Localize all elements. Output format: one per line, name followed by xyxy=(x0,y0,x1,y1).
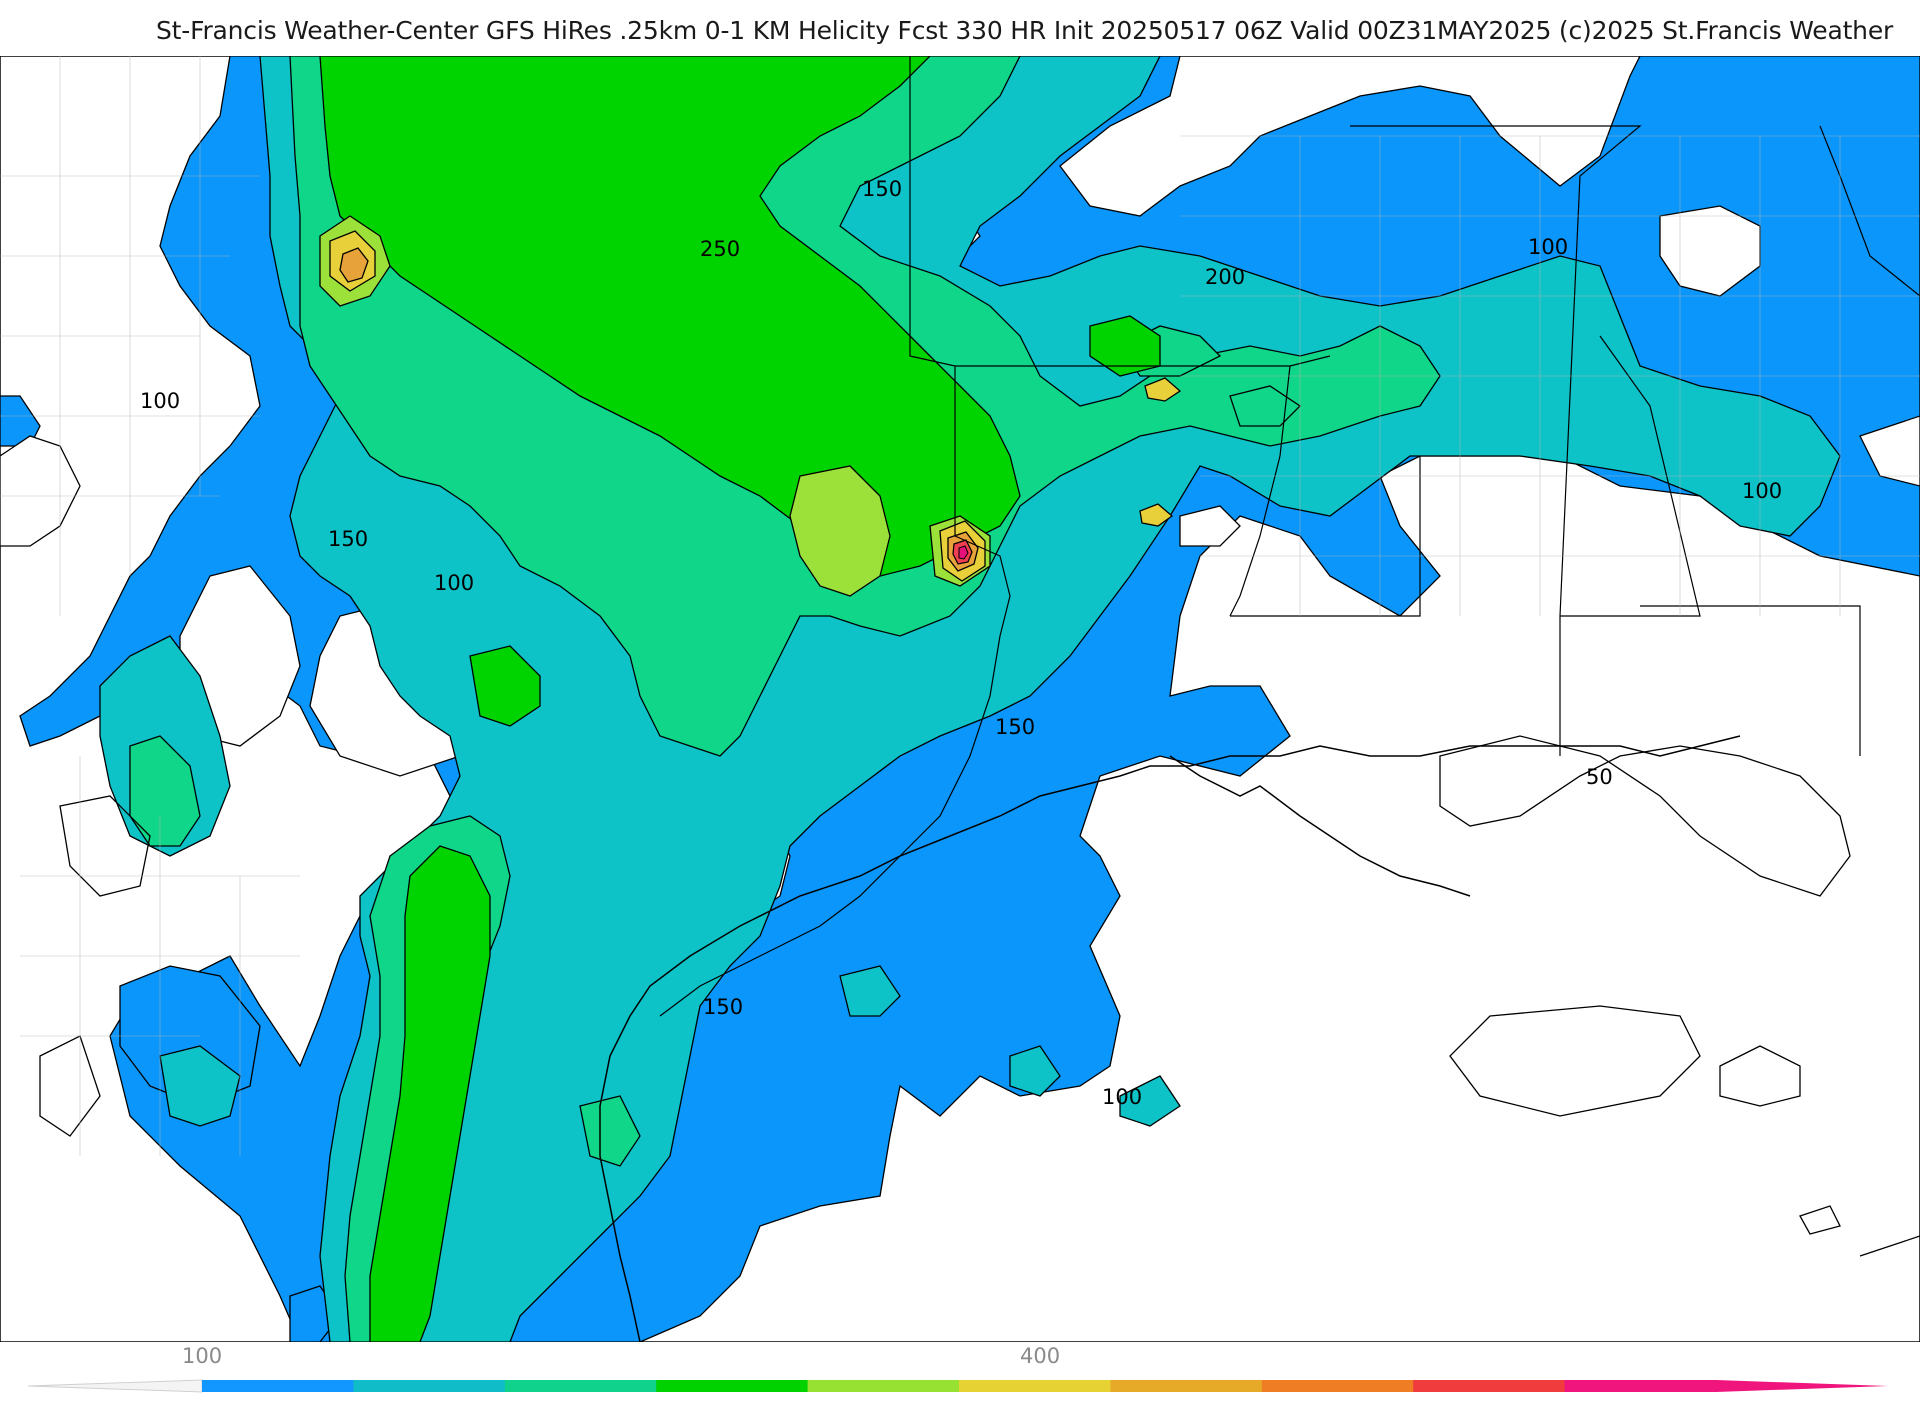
colorbar-segments xyxy=(202,1380,1717,1392)
colorbar-segment xyxy=(1413,1380,1566,1392)
contour-50 xyxy=(39,735,1920,1257)
contour-labels: 150 250 200 100 100 150 100 100 150 50 1… xyxy=(140,177,1782,1109)
colorbar-segment xyxy=(1564,1380,1717,1392)
colorbar-tick-label: 400 xyxy=(1020,1344,1061,1368)
coastline xyxy=(599,735,1741,1342)
colorbar-tick-label: 100 xyxy=(182,1344,223,1368)
colorbar xyxy=(0,1342,1920,1400)
contour-label: 150 xyxy=(995,715,1035,739)
contour-label: 150 xyxy=(703,995,743,1019)
colorbar-tail-right xyxy=(1716,1380,1888,1392)
colorbar-tail-left xyxy=(27,1379,203,1393)
helicity-map: 150 250 200 100 100 150 100 100 150 50 1… xyxy=(0,56,1920,1342)
colorbar-segment xyxy=(959,1380,1111,1392)
band-250 xyxy=(319,56,1161,1342)
colorbar-segment xyxy=(656,1380,809,1392)
colorbar-segment xyxy=(807,1380,960,1392)
colorbar-segment xyxy=(1110,1380,1263,1392)
contour-label: 200 xyxy=(1205,265,1245,289)
colorbar-segment xyxy=(353,1380,506,1392)
contour-label: 100 xyxy=(1102,1085,1142,1109)
map-title: St-Francis Weather-Center GFS HiRes .25k… xyxy=(156,16,1894,45)
contour-label: 100 xyxy=(1528,235,1568,259)
contour-label: 150 xyxy=(862,177,902,201)
colorbar-segment xyxy=(202,1380,354,1392)
contour-label: 100 xyxy=(434,571,474,595)
band-500 xyxy=(958,545,969,560)
contour-label: 250 xyxy=(700,237,740,261)
contour-label: 100 xyxy=(140,389,180,413)
colorbar-segment xyxy=(1261,1380,1414,1392)
county-lines xyxy=(0,56,1920,1156)
contour-label: 100 xyxy=(1742,479,1782,503)
colorbar-segment xyxy=(504,1380,657,1392)
contour-label: 150 xyxy=(328,527,368,551)
title-bar: St-Francis Weather-Center GFS HiRes .25k… xyxy=(0,0,1920,58)
contour-label: 50 xyxy=(1586,765,1613,789)
